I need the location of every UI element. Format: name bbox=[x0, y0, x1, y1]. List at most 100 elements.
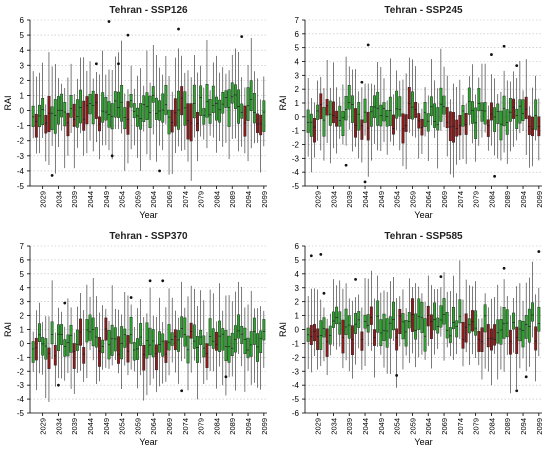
x-tick-label: 2034 bbox=[329, 191, 338, 208]
box-2043 bbox=[85, 70, 89, 154]
box-2091 bbox=[237, 51, 240, 152]
x-tick-label: 2099 bbox=[535, 191, 544, 208]
box-2063 bbox=[148, 287, 152, 386]
x-tick-label: 2064 bbox=[424, 418, 433, 435]
y-tick-label: -5 bbox=[17, 182, 25, 191]
box-2036 bbox=[338, 96, 342, 139]
box-2053 bbox=[117, 309, 120, 374]
box-2040 bbox=[350, 69, 354, 152]
box-2084 bbox=[490, 298, 493, 386]
box-2090 bbox=[508, 81, 512, 152]
y-tick-label: 7 bbox=[20, 242, 25, 251]
box-2090 bbox=[508, 315, 512, 394]
outlier-point bbox=[319, 252, 323, 256]
x-tick-label: 2079 bbox=[197, 191, 206, 208]
box-2048 bbox=[101, 305, 105, 370]
x-tick-label: 2074 bbox=[456, 191, 465, 208]
box-2082 bbox=[483, 293, 487, 369]
x-tick-label: 2084 bbox=[212, 418, 221, 435]
x-tick-label: 2034 bbox=[54, 418, 63, 435]
x-tick-label: 2054 bbox=[393, 191, 402, 208]
box-2045 bbox=[366, 83, 370, 177]
y-tick-label: 2 bbox=[20, 76, 25, 85]
box-2065 bbox=[154, 54, 158, 162]
x-tick-label: 2059 bbox=[133, 418, 142, 435]
box-2083 bbox=[211, 62, 215, 138]
box-2068 bbox=[439, 48, 443, 131]
y-tick-label: -3 bbox=[292, 154, 300, 163]
chart-panel-ssp126: Tehran - SSP126 -5 -4 -3 -2 -1 0 1 2 3 4 5 6 RAI 2029 2… bbox=[3, 5, 269, 220]
x-tick-label: 2044 bbox=[361, 418, 370, 435]
y-axis-label: RAI bbox=[278, 322, 288, 337]
box-2030 bbox=[319, 76, 323, 151]
chart-panel-ssp370: Tehran - SSP370 -5 -4 -3 -2 -1 0 1 2 3 4 5 6 7 RAI 2029… bbox=[3, 231, 269, 447]
box-2094 bbox=[521, 90, 525, 132]
box-2037 bbox=[341, 84, 345, 145]
y-tick-label: 2 bbox=[295, 85, 300, 94]
box-2083 bbox=[486, 307, 490, 372]
box-2036 bbox=[63, 87, 67, 169]
x-tick-label: 2079 bbox=[197, 418, 206, 435]
chart-panel-ssp585: Tehran - SSP585 -6 -5 -4 -3 -2 -1 0 1 2 3 4 5 6 RAI 202… bbox=[278, 231, 544, 447]
box-2029 bbox=[41, 322, 45, 375]
box-2031 bbox=[47, 316, 51, 402]
box-2063 bbox=[423, 87, 427, 137]
box-2048 bbox=[101, 50, 105, 146]
outlier-point bbox=[240, 35, 244, 38]
x-axis-label: Year bbox=[414, 210, 432, 220]
box-2066 bbox=[158, 297, 161, 387]
box-2046 bbox=[94, 296, 98, 384]
box-2073 bbox=[180, 281, 184, 362]
box-2038 bbox=[69, 63, 73, 133]
x-tick-label: 2094 bbox=[519, 418, 528, 435]
box-2070 bbox=[445, 291, 449, 348]
box-2092 bbox=[515, 78, 519, 141]
y-tick-label: 2 bbox=[295, 298, 300, 307]
y-axis-label: RAI bbox=[3, 95, 13, 110]
box-2054 bbox=[120, 40, 124, 134]
y-tick-label: -1 bbox=[17, 122, 25, 131]
box-2049 bbox=[379, 292, 383, 355]
box-2042 bbox=[357, 294, 361, 349]
box-2076 bbox=[189, 77, 193, 181]
box-2051 bbox=[385, 291, 389, 374]
box-2059 bbox=[136, 308, 139, 389]
box-2059 bbox=[411, 287, 414, 354]
box-2045 bbox=[366, 278, 370, 347]
box-2074 bbox=[458, 79, 462, 161]
box-2027 bbox=[34, 76, 38, 154]
y-tick-label: 7 bbox=[295, 16, 300, 25]
y-tick-label: 1 bbox=[20, 326, 25, 335]
box-2072 bbox=[452, 83, 455, 178]
box-2079 bbox=[474, 281, 478, 359]
box-2068 bbox=[164, 307, 168, 382]
y-tick-label: 6 bbox=[295, 242, 300, 251]
box-2064 bbox=[151, 45, 155, 135]
box-2093 bbox=[243, 87, 247, 154]
box-2074 bbox=[458, 260, 462, 340]
box-2066 bbox=[158, 67, 161, 146]
box-2097 bbox=[256, 308, 259, 388]
box-2026 bbox=[306, 295, 310, 370]
box-2042 bbox=[82, 310, 86, 382]
outlier-point bbox=[493, 174, 496, 178]
box-2065 bbox=[429, 59, 433, 126]
y-tick-label: -3 bbox=[292, 367, 300, 376]
outlier-point bbox=[107, 20, 111, 23]
box-2077 bbox=[467, 285, 471, 366]
outlier-point bbox=[354, 278, 357, 281]
box-2037 bbox=[66, 77, 70, 156]
box-2058 bbox=[407, 278, 411, 363]
y-tick-label: 5 bbox=[20, 31, 25, 40]
box-2033 bbox=[328, 313, 332, 356]
box-2043 bbox=[360, 307, 364, 370]
box-2067 bbox=[161, 322, 165, 384]
y-tick-label: 1 bbox=[295, 312, 300, 321]
y-tick-label: 3 bbox=[295, 284, 300, 293]
box-2082 bbox=[483, 63, 487, 133]
box-2066 bbox=[433, 289, 436, 355]
outlier-point bbox=[515, 389, 519, 393]
box-2052 bbox=[388, 281, 392, 375]
box-2036 bbox=[63, 326, 67, 381]
box-2080 bbox=[202, 87, 206, 140]
